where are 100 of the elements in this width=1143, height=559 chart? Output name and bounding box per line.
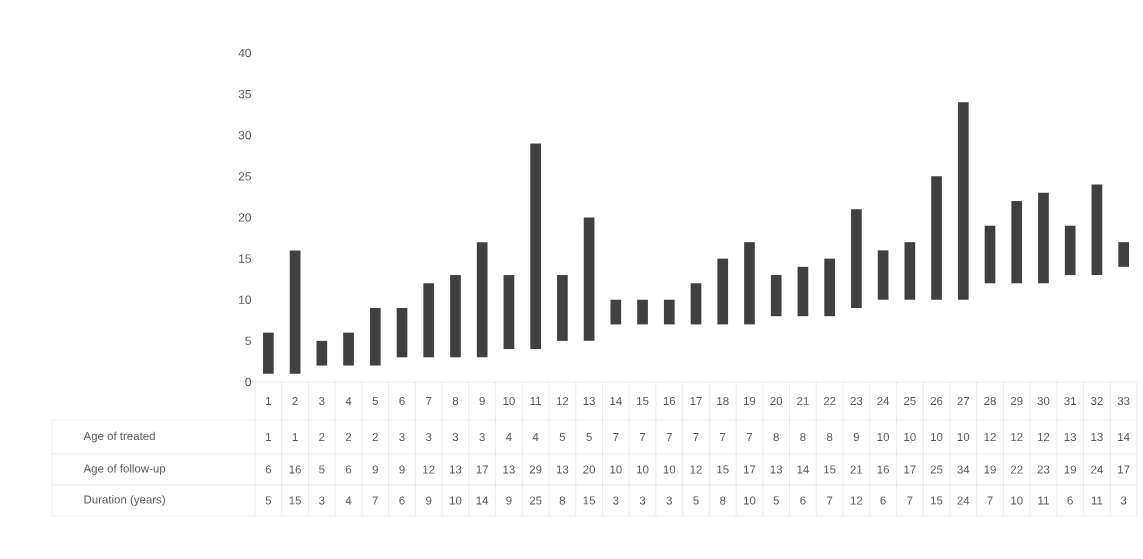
x-tick-label: 5 [372,397,378,405]
text: 14 [797,465,809,474]
text: 22 [1010,465,1023,474]
text: 13 [449,465,462,474]
bar [503,275,515,350]
data-label: 6 [399,496,405,505]
text: 8 [800,432,806,442]
x-tick-label: 13 [583,396,595,406]
bar [557,275,568,341]
data-label: 3 [666,496,672,505]
text: 5 [319,465,325,474]
text: 7 [613,433,619,441]
text: Age of follow-up [83,464,166,475]
bar [289,250,301,374]
x-tick-label: 16 [663,396,676,406]
x-tick-label: 10 [503,396,515,406]
data-label: 10 [449,496,462,505]
text: 25 [930,465,943,474]
x-tick-label: 33 [1117,396,1130,406]
bar [770,275,782,317]
data-label: 3 [613,496,619,505]
bar [744,242,755,325]
x-tick-label: 19 [743,396,756,406]
text: 7 [746,433,753,441]
data-label: 9 [426,496,432,505]
text: 17 [476,465,488,474]
text: 6 [265,465,272,474]
bar [343,332,354,366]
text: 7 [639,433,646,441]
y-tick-label: 40 [238,48,252,58]
x-tick-label: 12 [556,396,569,405]
data-label: 24 [957,496,970,505]
text: 2 [372,432,378,441]
text: 10 [663,465,676,474]
bar [1064,225,1076,276]
data-label: 5 [693,496,699,505]
bar [476,242,488,358]
y-tick-label: 5 [245,336,251,346]
x-tick-label: 20 [770,396,783,406]
text: 3 [425,432,432,442]
data-label: 4 [345,496,352,505]
text: Age of treated [83,431,155,443]
data-label: 11 [1091,496,1103,505]
x-tick-label: 31 [1064,396,1076,406]
text: 20 [583,465,596,474]
text: 10 [957,432,970,442]
x-tick-label: 11 [530,397,542,405]
bar [957,102,969,300]
text: 19 [984,465,996,474]
text: 34 [957,465,970,474]
x-tick-label: 1 [266,397,271,405]
text: 7 [666,433,672,441]
x-tick-label: 15 [637,397,649,405]
text: 7 [720,433,726,441]
text: 16 [877,465,889,474]
x-tick-label: 4 [345,397,352,405]
x-tick-label: 27 [957,396,970,405]
y-tick-label: 25 [238,172,251,181]
bar [1091,184,1103,276]
x-tick-label: 32 [1090,396,1103,406]
bar [263,332,274,374]
data-label: 25 [529,496,542,505]
text: 7 [693,433,699,441]
x-tick-label: 3 [319,396,325,406]
x-tick-label: 29 [1010,396,1023,406]
bar [583,217,595,341]
x-tick-label: 17 [690,397,702,405]
text: 24 [1091,465,1103,474]
x-tick-label: 8 [452,396,459,406]
text: 3 [452,432,459,442]
text: 2 [319,432,325,441]
x-tick-label: 21 [797,396,809,405]
text: 10 [904,432,916,442]
y-tick-label: 20 [238,213,252,222]
text: 12 [423,465,435,474]
x-tick-label: 22 [823,396,836,405]
x-tick-label: 23 [850,396,863,406]
text: 10 [931,432,943,442]
text: 6 [345,465,352,474]
x-tick-label: 25 [904,396,916,406]
bar [931,176,942,300]
y-tick-label: 0 [245,377,252,387]
data-label: 11 [1038,496,1049,505]
data-label: 7 [827,496,833,505]
data-label: 12 [850,496,863,505]
data-label: 3 [639,496,646,505]
data-label: 5 [773,496,779,505]
text: 13 [770,465,783,474]
data-label: 8 [720,496,726,505]
text: 13 [503,465,515,474]
text: 4 [532,433,539,441]
text: 12 [1037,432,1050,441]
bar [369,307,381,366]
bar [637,299,648,325]
bar [450,275,461,358]
text: 13 [1064,432,1077,442]
text: 10 [877,432,890,442]
y-tick-label: 15 [239,254,251,263]
x-tick-label: 28 [984,396,996,406]
text: 12 [1011,432,1023,441]
